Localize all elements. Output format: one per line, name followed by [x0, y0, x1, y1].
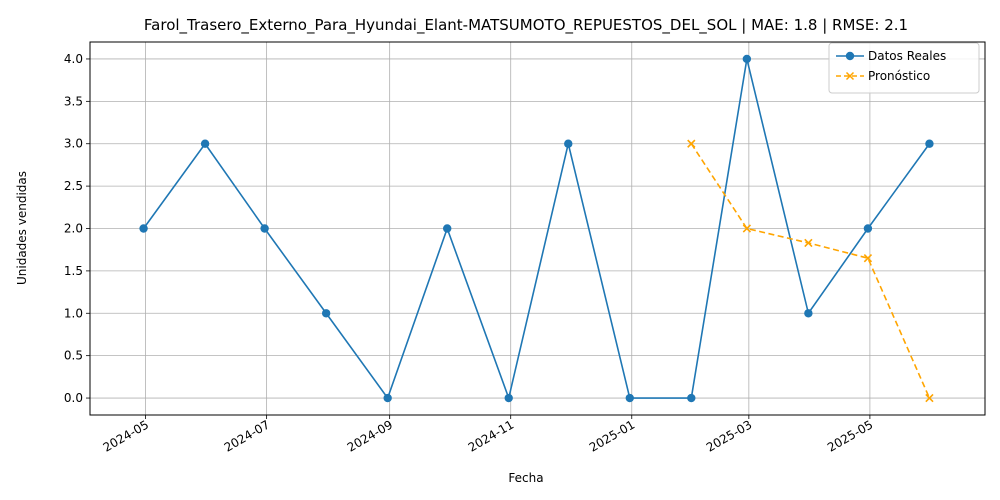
data-point-datos-reales	[687, 393, 696, 403]
data-point-datos-reales	[260, 224, 269, 233]
legend-marker-datos-reales	[845, 51, 855, 61]
data-point-datos-reales	[564, 139, 573, 148]
legend: Datos Reales Pronóstico	[828, 42, 980, 94]
data-point-datos-reales	[504, 393, 513, 403]
data-point-datos-reales	[625, 393, 634, 403]
data-point-datos-reales	[742, 54, 752, 64]
data-point-datos-reales	[139, 224, 148, 233]
legend-label-pronostico: Pronóstico	[868, 69, 930, 83]
data-point-datos-reales	[200, 139, 210, 148]
data-point-pronostico	[804, 238, 813, 248]
y-tick-label: 0.5	[64, 349, 83, 363]
x-axis-label: Fecha	[508, 471, 543, 485]
data-point-pronostico	[742, 224, 752, 233]
data-point-datos-reales	[925, 139, 934, 148]
data-point-pronostico	[863, 254, 873, 263]
y-tick-label: 1.0	[64, 306, 83, 320]
y-tick-label: 0.0	[64, 391, 83, 405]
y-tick-label: 3.0	[64, 137, 83, 151]
y-tick-label: 2.5	[64, 179, 83, 193]
data-point-pronostico	[925, 393, 934, 403]
y-tick-label: 4.0	[64, 52, 83, 66]
series-line-datos-reales	[142, 58, 931, 401]
data-point-pronostico	[687, 139, 696, 148]
y-tick-label: 2.0	[64, 222, 83, 236]
data-point-datos-reales	[443, 224, 452, 233]
y-axis-label: Unidades vendidas	[15, 171, 29, 285]
legend-marker-pronostico	[845, 71, 855, 81]
legend-label-datos-reales: Datos Reales	[868, 49, 946, 63]
y-axis: 0.0 0.5 1.0 1.5 2.0 2.5 3.0 3.5 4.0	[64, 52, 90, 405]
data-point-datos-reales	[383, 393, 392, 403]
data-point-datos-reales	[321, 309, 331, 318]
legend-box	[828, 42, 980, 94]
data-point-datos-reales	[804, 309, 813, 318]
chart-title: Farol_Trasero_Externo_Para_Hyundai_Elant…	[144, 16, 908, 35]
series-layer	[139, 54, 934, 403]
y-tick-label: 1.5	[64, 264, 83, 278]
data-point-datos-reales	[863, 224, 873, 233]
y-tick-label: 3.5	[64, 94, 83, 108]
